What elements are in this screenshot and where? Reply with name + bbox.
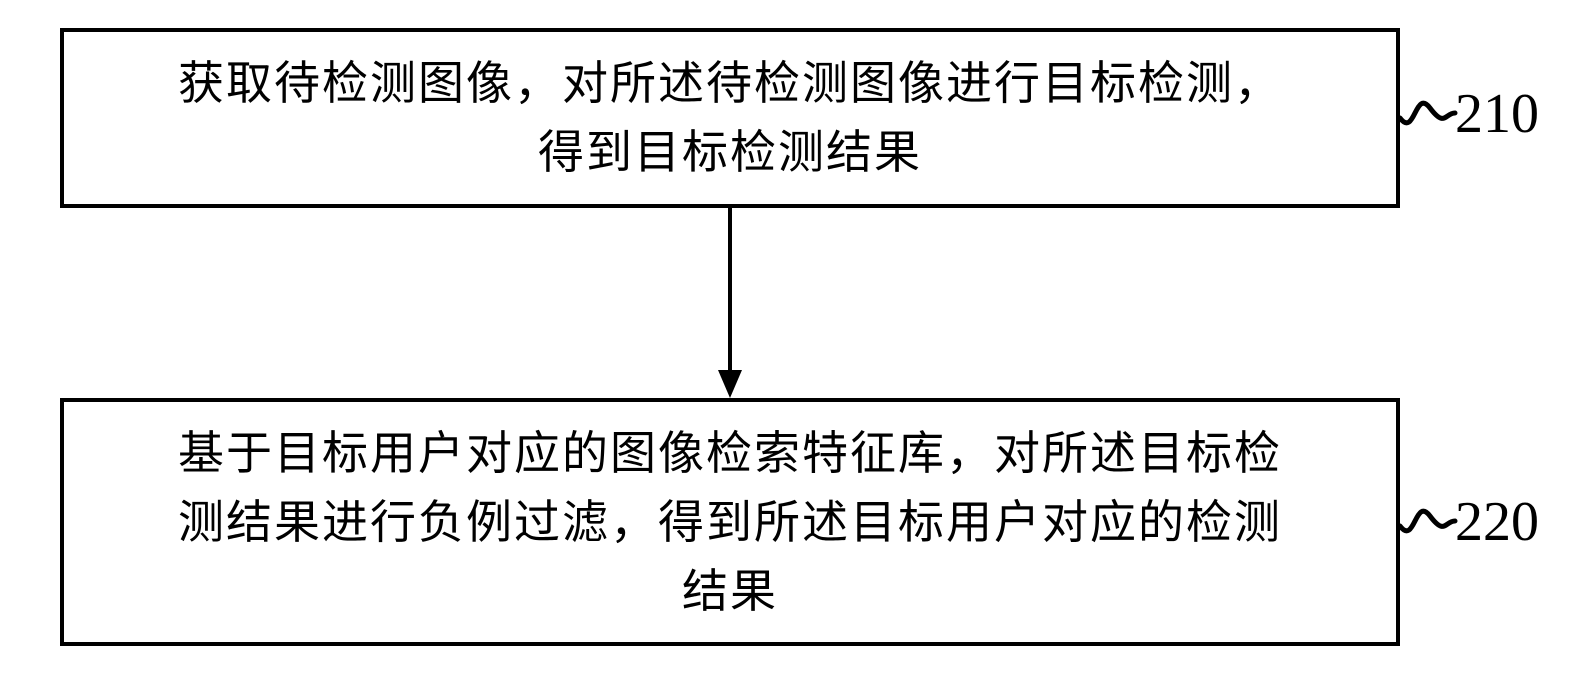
- label-connector-220: [1400, 486, 1460, 556]
- flow-step-210-text: 获取待检测图像，对所述待检测图像进行目标检测， 得到目标检测结果: [178, 49, 1282, 187]
- flow-step-220: 基于目标用户对应的图像检索特征库，对所述目标检 测结果进行负例过滤，得到所述目标…: [60, 398, 1400, 646]
- step-label-210: 210: [1455, 82, 1539, 146]
- arrow-210-to-220: [710, 208, 750, 400]
- step-label-220: 220: [1455, 490, 1539, 554]
- flow-step-210: 获取待检测图像，对所述待检测图像进行目标检测， 得到目标检测结果: [60, 28, 1400, 208]
- flow-step-220-text: 基于目标用户对应的图像检索特征库，对所述目标检 测结果进行负例过滤，得到所述目标…: [178, 419, 1282, 626]
- label-connector-210: [1400, 78, 1460, 148]
